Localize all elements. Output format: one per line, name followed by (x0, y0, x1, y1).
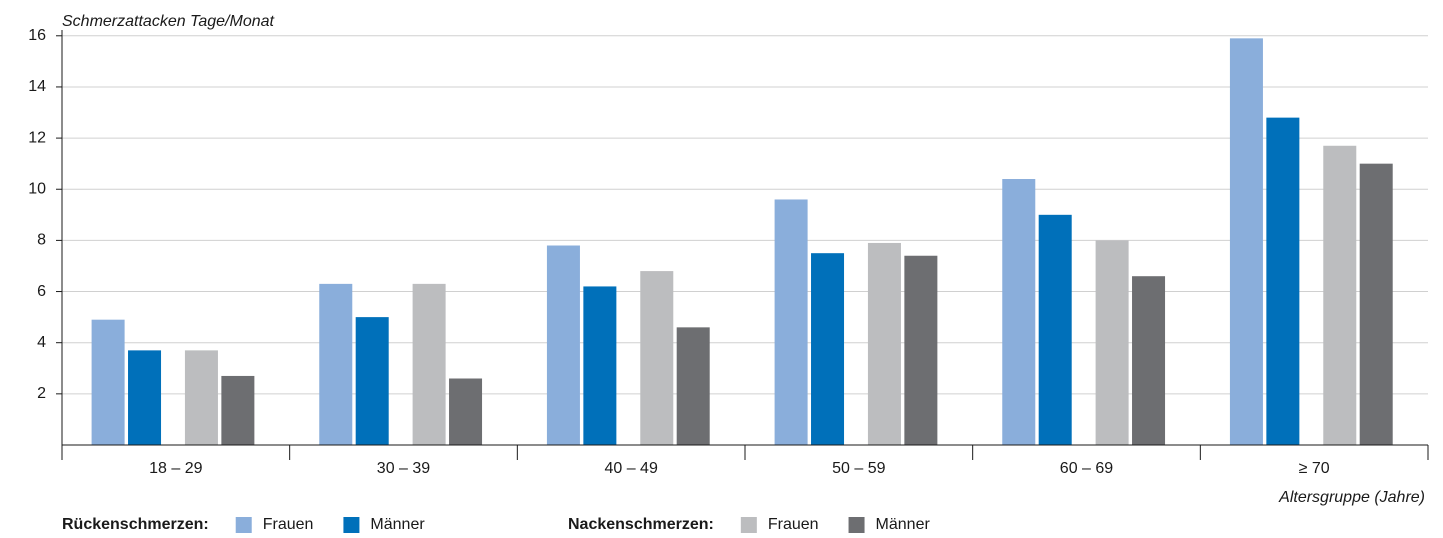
legend-label: Männer (876, 516, 931, 533)
y-tick-label: 2 (37, 385, 46, 402)
legend-group-label: Nackenschmerzen: (568, 516, 714, 533)
bar (1229, 38, 1263, 445)
legend-label: Frauen (768, 516, 819, 533)
legend-label: Männer (370, 516, 425, 533)
y-tick-label: 10 (28, 180, 46, 197)
bar (1323, 145, 1357, 445)
legend-group-label: Rückenschmerzen: (62, 516, 209, 533)
y-tick-label: 4 (37, 334, 46, 351)
bar (1002, 179, 1036, 445)
bar (676, 327, 710, 445)
x-tick-label: 50 – 59 (832, 460, 885, 477)
legend-swatch (848, 517, 865, 533)
bar (811, 253, 845, 445)
x-axis-label: Altersgruppe (Jahre) (1278, 489, 1425, 506)
bar (1266, 117, 1300, 445)
bar (546, 245, 580, 445)
bar (867, 242, 901, 445)
bar (640, 271, 674, 445)
bar (1359, 163, 1393, 445)
legend-swatch (235, 517, 252, 533)
y-tick-label: 8 (37, 232, 46, 249)
bar (1095, 240, 1129, 445)
bar (904, 255, 938, 445)
bar (412, 283, 446, 445)
y-tick-label: 14 (28, 78, 46, 95)
y-tick-label: 12 (28, 129, 46, 146)
x-tick-label: 40 – 49 (604, 460, 657, 477)
legend-label: Frauen (263, 516, 314, 533)
bar (1038, 214, 1072, 445)
bar (583, 286, 617, 445)
y-tick-label: 6 (37, 283, 46, 300)
bar (1132, 276, 1166, 445)
bar (355, 317, 389, 445)
x-tick-label: 18 – 29 (149, 460, 202, 477)
x-tick-label: 30 – 39 (377, 460, 430, 477)
y-axis-label: Schmerzattacken Tage/Monat (62, 13, 275, 30)
legend-swatch (343, 517, 360, 533)
bar (319, 283, 353, 445)
bar (91, 319, 125, 445)
x-tick-label: 60 – 69 (1060, 460, 1113, 477)
x-tick-label: ≥ 70 (1299, 460, 1330, 477)
bar (449, 378, 483, 445)
y-tick-label: 16 (28, 27, 46, 44)
bar (184, 350, 218, 445)
legend-swatch (740, 517, 757, 533)
bar (221, 375, 255, 445)
bar (774, 199, 808, 445)
bar (128, 350, 162, 445)
